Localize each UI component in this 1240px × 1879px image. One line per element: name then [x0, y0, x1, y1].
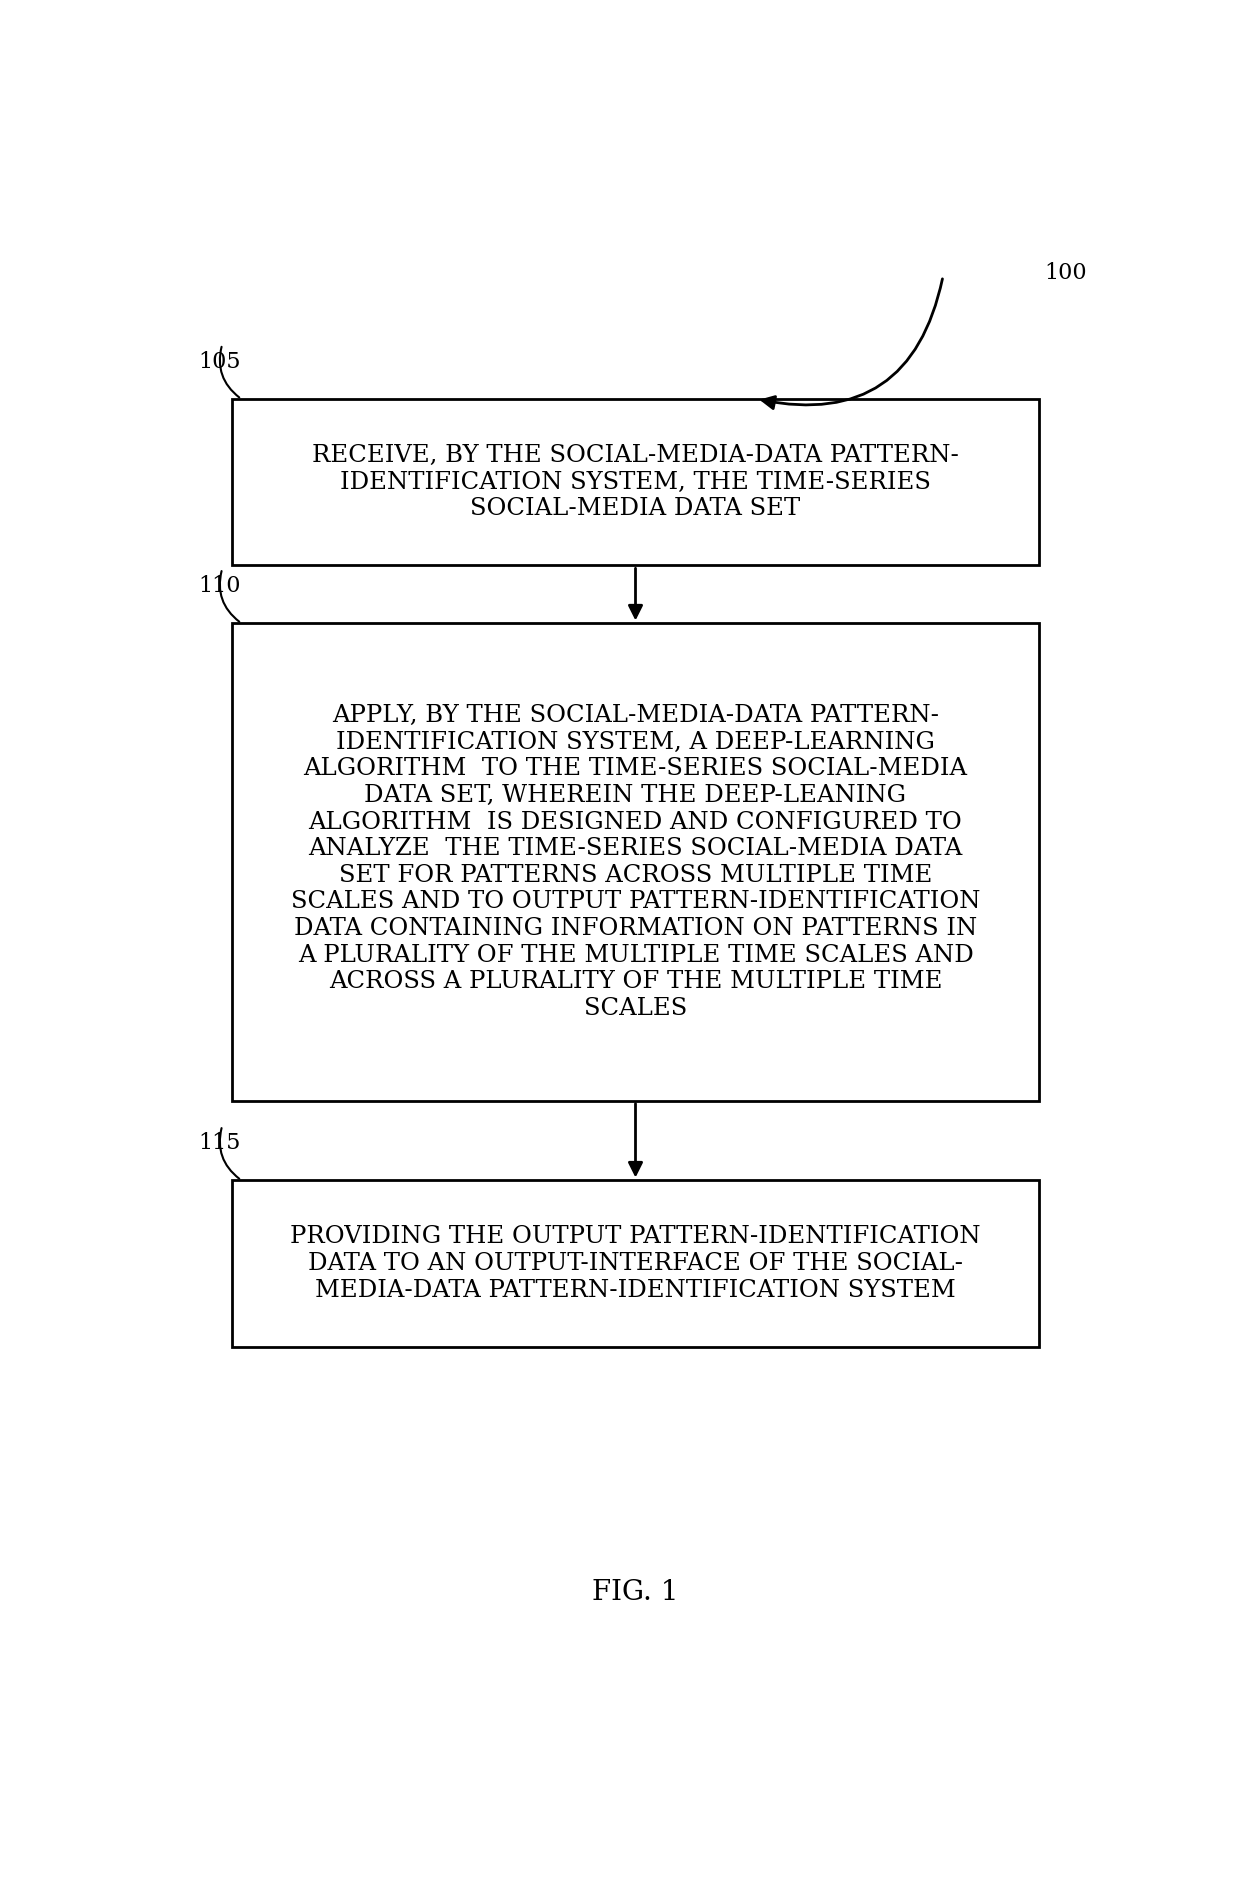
Text: 110: 110 — [198, 575, 241, 598]
Bar — [232, 624, 1039, 1101]
Bar — [232, 1180, 1039, 1347]
Text: RECEIVE, BY THE SOCIAL-MEDIA-DATA PATTERN-
IDENTIFICATION SYSTEM, THE TIME-SERIE: RECEIVE, BY THE SOCIAL-MEDIA-DATA PATTER… — [312, 443, 959, 520]
Bar — [232, 398, 1039, 566]
Text: 100: 100 — [1044, 261, 1087, 284]
Text: FIG. 1: FIG. 1 — [593, 1578, 678, 1607]
Text: PROVIDING THE OUTPUT PATTERN-IDENTIFICATION
DATA TO AN OUTPUT-INTERFACE OF THE S: PROVIDING THE OUTPUT PATTERN-IDENTIFICAT… — [290, 1225, 981, 1302]
Text: 115: 115 — [198, 1133, 241, 1154]
Text: 105: 105 — [198, 351, 241, 374]
Text: APPLY, BY THE SOCIAL-MEDIA-DATA PATTERN-
IDENTIFICATION SYSTEM, A DEEP-LEARNING
: APPLY, BY THE SOCIAL-MEDIA-DATA PATTERN-… — [290, 705, 981, 1020]
